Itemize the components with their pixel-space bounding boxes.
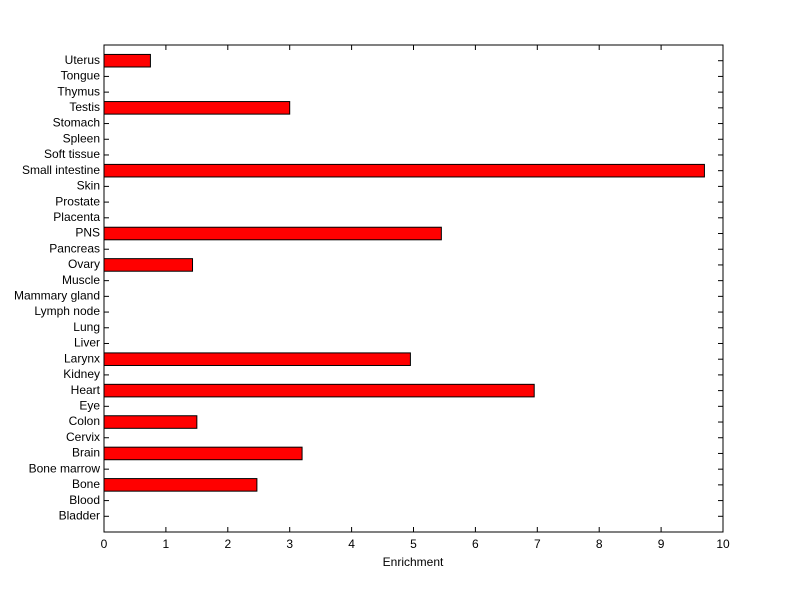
y-tick-label: Colon	[69, 414, 100, 428]
bar	[103, 478, 258, 492]
y-tick-label: Spleen	[63, 131, 100, 145]
y-tick-label: Bone	[72, 477, 100, 491]
y-tick-label: Ovary	[68, 257, 100, 271]
x-tick-label: 9	[658, 537, 665, 551]
y-tick-label: Soft tissue	[44, 147, 100, 161]
y-tick-label: Heart	[71, 383, 101, 397]
y-tick-label: Prostate	[55, 194, 100, 208]
y-tick-label: Testis	[69, 100, 100, 114]
x-tick-label: 10	[716, 537, 730, 551]
y-tick-label: Liver	[74, 336, 100, 350]
bar	[103, 415, 198, 429]
y-tick-label: Cervix	[66, 430, 100, 444]
x-tick-label: 3	[286, 537, 293, 551]
x-tick-label: 8	[596, 537, 603, 551]
y-tick-label: Uterus	[65, 53, 100, 67]
y-tick-label: Tongue	[61, 69, 101, 83]
y-tick-label: Bone marrow	[29, 461, 101, 475]
x-tick-label: 6	[472, 537, 479, 551]
bar	[103, 352, 411, 366]
y-tick-label: Lung	[73, 320, 100, 334]
y-tick-label: Lymph node	[34, 304, 100, 318]
bar	[103, 383, 535, 398]
x-tick-label: 0	[101, 537, 108, 551]
bar	[103, 226, 442, 241]
bar	[103, 53, 151, 68]
y-tick-label: Pancreas	[49, 241, 100, 255]
y-tick-label: Skin	[77, 179, 100, 193]
bar	[103, 258, 194, 272]
x-tick-label: 7	[534, 537, 541, 551]
y-tick-label: Placenta	[53, 210, 100, 224]
y-tick-label: Stomach	[53, 116, 100, 130]
x-tick-label: 4	[348, 537, 355, 551]
y-tick-label: Blood	[69, 493, 100, 507]
y-tick-label: Mammary gland	[14, 289, 100, 303]
y-tick-label: Bladder	[59, 508, 100, 522]
bar	[103, 101, 291, 115]
x-axis-label: Enrichment	[383, 555, 444, 569]
y-tick-label: Small intestine	[22, 163, 100, 177]
x-tick-label: 2	[224, 537, 231, 551]
y-tick-label: Thymus	[57, 84, 100, 98]
y-tick-label: Brain	[72, 446, 100, 460]
x-tick-label: 5	[410, 537, 417, 551]
bar	[103, 446, 303, 461]
bar	[103, 163, 705, 178]
y-tick-label: Eye	[79, 398, 100, 412]
y-tick-label: Muscle	[62, 273, 100, 287]
y-tick-label: PNS	[75, 226, 100, 240]
y-tick-label: Kidney	[63, 367, 100, 381]
y-tick-label: Larynx	[64, 351, 100, 365]
x-tick-label: 1	[163, 537, 170, 551]
